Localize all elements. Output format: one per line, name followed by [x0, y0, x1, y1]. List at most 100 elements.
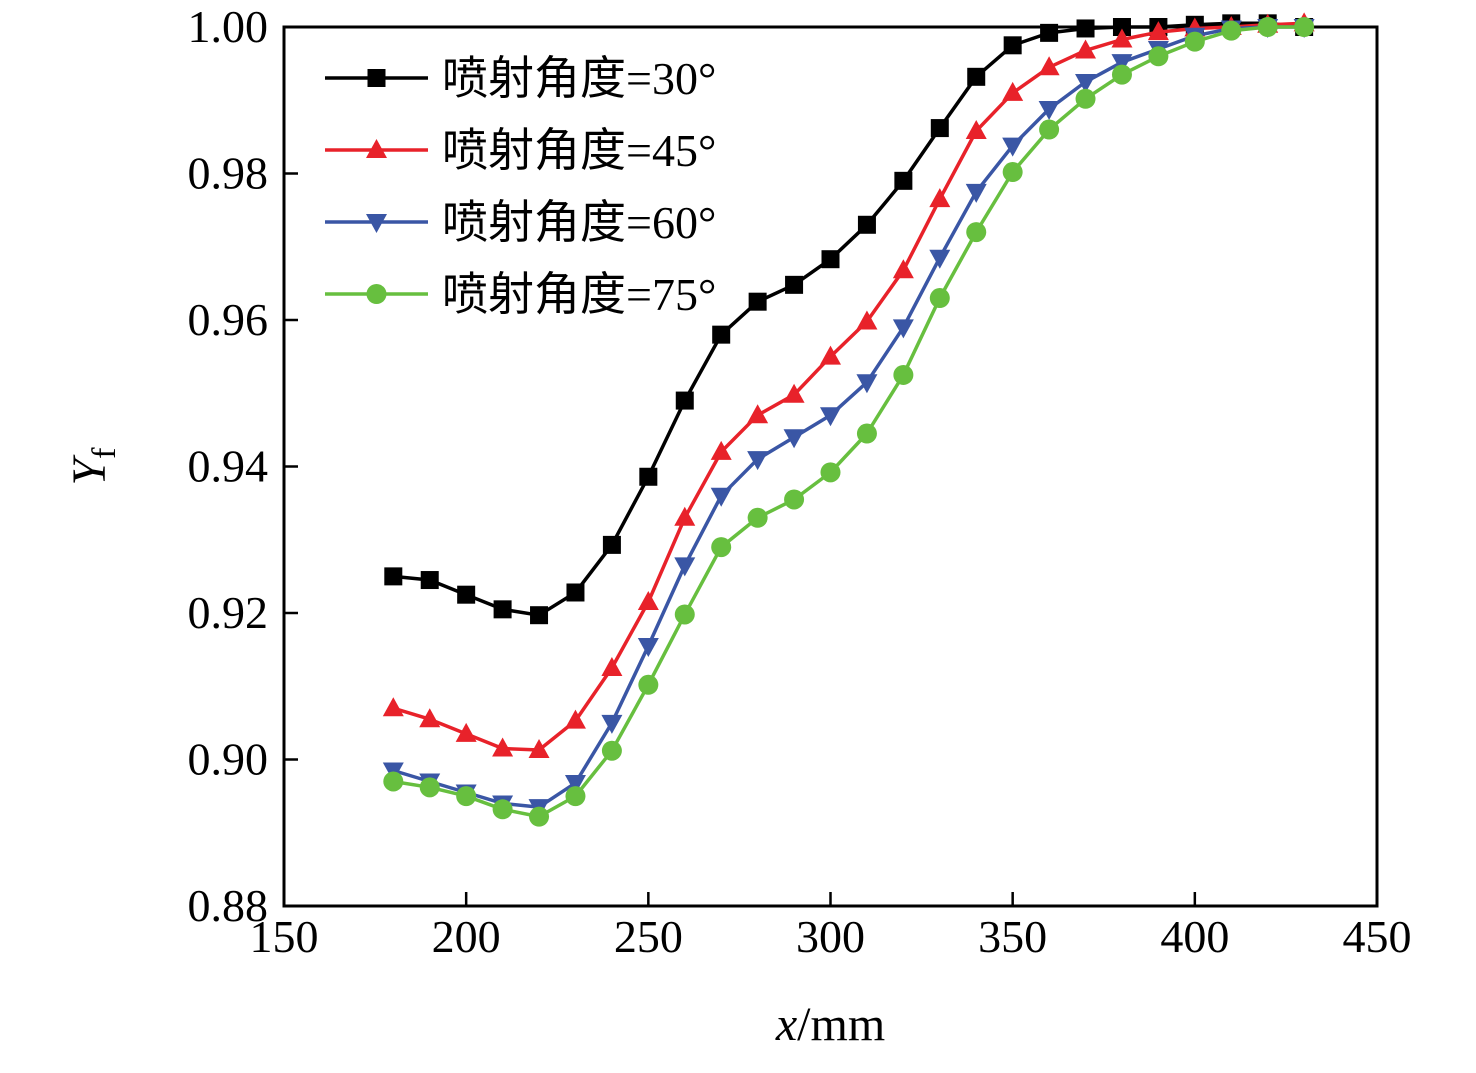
- data-marker: [967, 67, 986, 86]
- data-marker: [674, 557, 696, 577]
- data-marker: [1038, 56, 1060, 76]
- x-tick-label: 400: [1160, 911, 1229, 962]
- data-marker: [856, 310, 878, 330]
- data-marker: [675, 391, 694, 410]
- data-marker: [820, 462, 841, 483]
- data-marker: [710, 440, 732, 460]
- data-marker: [965, 183, 987, 203]
- data-marker: [929, 288, 950, 309]
- data-marker: [564, 709, 586, 729]
- data-marker: [747, 404, 769, 424]
- data-marker: [1148, 46, 1169, 67]
- data-marker: [1111, 28, 1133, 48]
- data-marker: [637, 637, 659, 657]
- data-marker: [965, 120, 987, 140]
- series-75deg: [383, 17, 1315, 827]
- data-marker: [420, 571, 439, 590]
- legend-marker: [366, 139, 387, 158]
- legend-item: 喷射角度=60°: [325, 197, 716, 248]
- x-tick-label: 300: [796, 911, 865, 962]
- data-marker: [784, 489, 805, 510]
- data-marker: [565, 786, 586, 807]
- legend-marker: [366, 284, 387, 304]
- data-marker: [747, 451, 769, 471]
- data-marker: [857, 215, 876, 234]
- data-marker: [1111, 54, 1133, 74]
- data-marker: [1003, 36, 1022, 55]
- legend-label: 喷射角度=30°: [442, 53, 716, 104]
- legend-item: 喷射角度=30°: [325, 53, 716, 104]
- data-marker: [1257, 17, 1278, 37]
- data-marker: [747, 507, 768, 528]
- data-marker: [966, 222, 987, 243]
- data-marker: [785, 275, 804, 294]
- data-marker: [382, 697, 404, 717]
- data-marker: [384, 567, 403, 586]
- x-tick-label: 150: [250, 911, 319, 962]
- data-marker: [419, 708, 441, 728]
- data-marker: [1294, 17, 1315, 37]
- data-marker: [711, 537, 732, 558]
- data-marker: [821, 250, 840, 269]
- data-marker: [748, 292, 767, 311]
- data-marker: [456, 786, 477, 807]
- x-axis-label: x/mm: [775, 998, 885, 1051]
- data-marker: [1076, 19, 1095, 38]
- data-marker: [712, 325, 731, 344]
- data-marker: [783, 429, 805, 449]
- data-marker: [1002, 81, 1024, 101]
- x-tick-label: 350: [978, 911, 1047, 962]
- data-marker: [820, 407, 841, 427]
- data-marker: [894, 171, 913, 190]
- data-marker: [601, 656, 623, 676]
- data-marker: [856, 423, 877, 444]
- data-marker: [564, 774, 586, 794]
- y-tick-label: 0.90: [188, 734, 269, 785]
- data-marker: [529, 806, 550, 827]
- legend-item: 喷射角度=75°: [325, 269, 716, 320]
- data-marker: [493, 600, 512, 619]
- legend: 喷射角度=30° 喷射角度=45° 喷射角度=60° 喷射角度=75°: [325, 53, 716, 320]
- x-tick-label: 200: [432, 911, 501, 962]
- legend-label: 喷射角度=60°: [442, 197, 716, 248]
- x-tick-label: 450: [1343, 911, 1412, 962]
- data-marker: [930, 119, 949, 138]
- data-marker: [929, 249, 951, 269]
- y-tick-label: 0.88: [188, 880, 269, 931]
- legend-label: 喷射角度=75°: [442, 269, 716, 320]
- data-marker: [638, 674, 659, 695]
- data-marker: [1075, 73, 1097, 93]
- legend-marker: [367, 69, 386, 87]
- data-marker: [1184, 31, 1205, 52]
- data-marker: [1112, 18, 1131, 36]
- data-marker: [492, 799, 513, 820]
- data-marker: [1038, 101, 1060, 121]
- data-marker: [1147, 21, 1169, 41]
- data-marker: [383, 771, 404, 792]
- data-marker: [530, 606, 549, 625]
- data-marker: [892, 319, 914, 339]
- data-marker: [674, 604, 695, 625]
- y-tick-label: 0.98: [188, 148, 269, 199]
- data-marker: [455, 722, 477, 742]
- y-axis-label: Yf: [63, 447, 123, 486]
- y-tick-label: 0.94: [188, 441, 269, 492]
- y-tick-label: 0.96: [188, 294, 269, 345]
- series-30deg: [384, 14, 1314, 625]
- data-marker: [929, 188, 951, 208]
- data-marker: [1040, 23, 1059, 42]
- data-marker: [639, 467, 658, 486]
- data-marker: [566, 583, 585, 602]
- data-marker: [528, 738, 550, 758]
- data-marker: [1002, 137, 1024, 157]
- data-marker: [637, 591, 659, 611]
- data-marker: [674, 506, 696, 526]
- data-marker: [893, 364, 914, 385]
- data-marker: [1111, 64, 1132, 85]
- data-marker: [602, 535, 621, 554]
- y-tick-label: 0.92: [188, 587, 269, 638]
- legend-item: 喷射角度=45°: [325, 125, 716, 176]
